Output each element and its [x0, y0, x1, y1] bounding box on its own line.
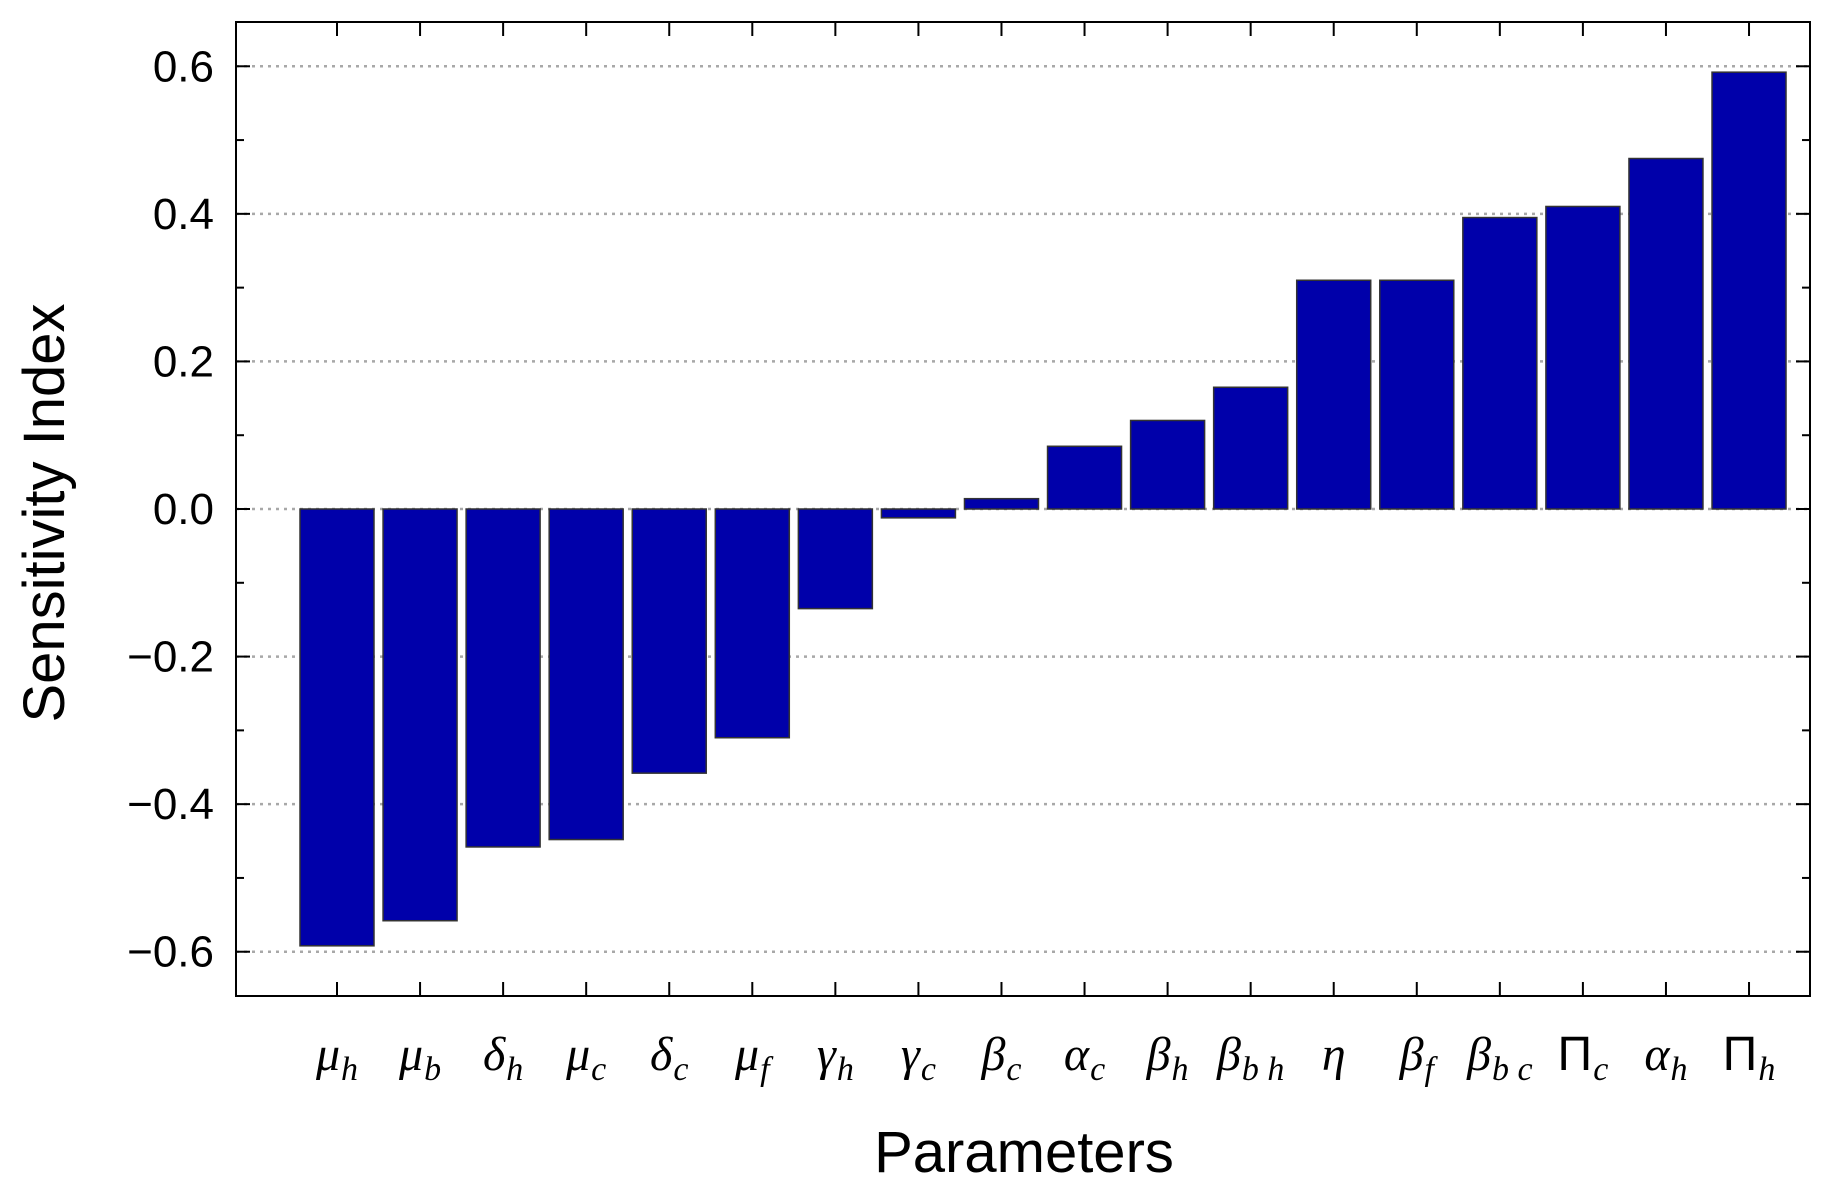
y-tick-label: 0.6: [153, 42, 214, 91]
x-tick-label: μf: [734, 1028, 774, 1088]
bar: [1628, 157, 1704, 510]
x-tick-label: βb c: [1466, 1028, 1533, 1088]
y-tick-label: −0.6: [127, 928, 214, 977]
x-tick-label: δc: [650, 1028, 688, 1088]
y-tick-label: 0.2: [153, 337, 214, 386]
x-tick-label: Πc: [1558, 1028, 1609, 1088]
bar: [1711, 71, 1787, 510]
bar: [1462, 216, 1538, 510]
bar: [548, 508, 624, 841]
bar: [631, 508, 707, 774]
x-tick-label: βb h: [1216, 1028, 1284, 1088]
axis-ticks: [236, 22, 1810, 996]
y-tick-label: 0.0: [153, 485, 214, 534]
x-tick-label: Πh: [1723, 1028, 1776, 1088]
bar: [1545, 205, 1621, 510]
y-tick-label: −0.2: [127, 633, 214, 682]
x-tick-label: αh: [1644, 1028, 1687, 1088]
bars: [299, 71, 1787, 947]
bar: [1379, 279, 1455, 510]
y-tick-label: −0.4: [127, 780, 214, 829]
x-tick-label: βf: [1399, 1028, 1439, 1088]
x-tick-label: γc: [901, 1028, 936, 1088]
x-tick-label: βh: [1146, 1028, 1189, 1088]
y-tick-labels: −0.6 −0.4 −0.2 0.0 0.2 0.4 0.6: [127, 42, 214, 976]
bar: [880, 508, 957, 519]
y-axis-title: Sensitivity Index: [12, 303, 77, 722]
bar: [797, 508, 874, 610]
x-tick-label: μc: [565, 1028, 606, 1088]
bar: [963, 497, 1040, 510]
x-tick-label: μh: [315, 1028, 358, 1088]
x-tick-label: η: [1322, 1028, 1346, 1081]
bar: [714, 508, 791, 739]
x-tick-label: μb: [398, 1028, 441, 1088]
x-tick-label: αc: [1064, 1028, 1105, 1088]
bar: [1046, 445, 1123, 510]
x-axis-title: Parameters: [874, 1120, 1174, 1185]
x-tick-label: βc: [980, 1028, 1021, 1088]
x-tick-label: δh: [483, 1028, 523, 1088]
bar: [1129, 419, 1206, 510]
x-tick-labels: μh μb δh μc δc μf γh γc βc αc βh βb h η βf βb c Πc αh Πh: [315, 1028, 1775, 1088]
bar: [1295, 279, 1372, 510]
bar: [1212, 386, 1289, 510]
y-tick-label: 0.4: [153, 190, 214, 239]
x-tick-label: γh: [817, 1028, 854, 1088]
bar: [299, 508, 375, 947]
bar: [382, 508, 458, 922]
bar: [465, 508, 541, 848]
